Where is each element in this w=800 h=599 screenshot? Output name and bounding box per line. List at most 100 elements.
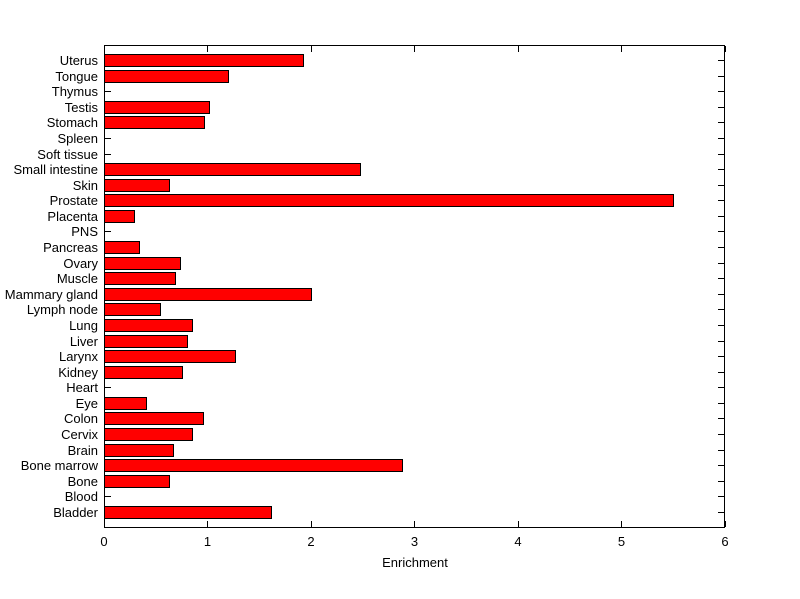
x-tick-top (414, 46, 415, 52)
y-category-label-heart: Heart (66, 380, 98, 396)
y-tick-right (718, 324, 724, 326)
y-tick-right (718, 184, 724, 186)
y-tick-right (718, 278, 724, 280)
y-tick-right (718, 356, 724, 358)
y-tick-right (718, 60, 724, 62)
x-tick-label-2: 2 (307, 534, 315, 549)
bar-small-intestine (104, 163, 361, 177)
bar-stomach (104, 116, 206, 130)
y-tick-right (718, 122, 724, 124)
y-category-label-stomach: Stomach (46, 115, 98, 131)
y-category-label-placenta: Placenta (47, 208, 98, 224)
y-category-label-larynx: Larynx (58, 349, 98, 365)
y-tick-right (718, 293, 724, 295)
x-tick-bottom (310, 521, 312, 527)
x-tick-top (621, 46, 622, 52)
x-tick-label-3: 3 (410, 534, 419, 549)
y-tick-right (718, 402, 724, 404)
bar-mammary-gland (104, 287, 313, 301)
x-tick-bottom (621, 521, 622, 527)
y-category-label-spleen: Spleen (57, 130, 98, 146)
bar-skin (104, 178, 171, 192)
y-tick-right (718, 309, 724, 311)
y-tick-left (105, 137, 111, 139)
bar-testis (104, 100, 210, 114)
y-tick-right (718, 449, 724, 451)
x-tick-top (207, 46, 208, 52)
y-tick-right (718, 465, 724, 467)
y-tick-right (718, 511, 724, 513)
y-category-label-tongue: Tongue (55, 68, 98, 84)
y-tick-left (105, 231, 111, 233)
y-category-label-muscle: Muscle (56, 271, 98, 287)
bar-uterus (104, 54, 304, 68)
y-category-label-bladder: Bladder (53, 504, 98, 520)
y-category-label-pns: PNS (71, 224, 98, 240)
y-tick-right (718, 106, 724, 108)
y-category-label-bone-marrow: Bone marrow (20, 458, 98, 474)
x-tick-bottom (207, 521, 208, 527)
y-category-label-brain: Brain (67, 442, 98, 458)
x-tick-label-1: 1 (203, 534, 212, 549)
bar-liver (104, 334, 188, 348)
y-tick-right (718, 480, 724, 482)
bar-larynx (104, 350, 237, 364)
bar-bone (104, 474, 171, 488)
bar-lymph-node (104, 303, 161, 317)
y-tick-right (718, 340, 724, 342)
y-category-label-skin: Skin (72, 177, 98, 193)
y-category-label-blood: Blood (64, 489, 98, 505)
bar-colon (104, 412, 205, 426)
y-tick-right (718, 200, 724, 202)
bar-prostate (104, 194, 675, 208)
y-tick-right (718, 91, 724, 93)
x-tick-bottom (414, 521, 415, 527)
y-category-label-eye: Eye (75, 395, 98, 411)
y-category-label-kidney: Kidney (58, 364, 98, 380)
bar-ovary (104, 256, 181, 270)
x-tick-bottom (103, 521, 105, 527)
y-category-label-lung: Lung (69, 317, 98, 333)
y-tick-right (718, 247, 724, 249)
bar-brain (104, 443, 175, 457)
x-tick-label-0: 0 (100, 534, 108, 549)
x-tick-label-5: 5 (617, 534, 626, 549)
y-tick-right (718, 169, 724, 171)
bar-pancreas (104, 241, 141, 255)
y-category-label-bone: Bone (67, 473, 98, 489)
x-tick-bottom (724, 521, 726, 527)
y-tick-right (718, 262, 724, 264)
y-tick-right (718, 75, 724, 77)
y-tick-right (718, 153, 724, 155)
y-tick-right (718, 496, 724, 498)
y-tick-right (718, 418, 724, 420)
y-category-label-small-intestine: Small intestine (13, 162, 98, 178)
x-tick-bottom (517, 521, 519, 527)
y-category-label-mammary-gland: Mammary gland (4, 286, 98, 302)
y-tick-right (718, 215, 724, 217)
y-category-label-colon: Colon (64, 411, 98, 427)
y-category-label-soft-tissue: Soft tissue (37, 146, 98, 162)
y-category-label-pancreas: Pancreas (43, 240, 98, 256)
x-tick-top (310, 46, 312, 52)
x-tick-label-4: 4 (514, 534, 522, 549)
y-category-label-testis: Testis (64, 99, 98, 115)
y-category-label-ovary: Ovary (63, 255, 98, 271)
x-tick-top (103, 46, 105, 52)
y-category-label-cervix: Cervix (61, 427, 98, 443)
plot-area (104, 45, 725, 528)
y-tick-right (718, 387, 724, 389)
x-axis-title: Enrichment (382, 555, 448, 570)
x-tick-top (724, 46, 726, 52)
y-tick-left (105, 91, 111, 93)
y-category-label-uterus: Uterus (59, 53, 98, 69)
y-category-label-liver: Liver (69, 333, 98, 349)
bar-muscle (104, 272, 177, 286)
bar-kidney (104, 365, 183, 379)
bar-placenta (104, 209, 136, 223)
bar-bone-marrow (104, 459, 404, 473)
x-tick-label-6: 6 (721, 534, 729, 549)
y-tick-left (105, 496, 111, 498)
y-tick-left (105, 153, 111, 155)
